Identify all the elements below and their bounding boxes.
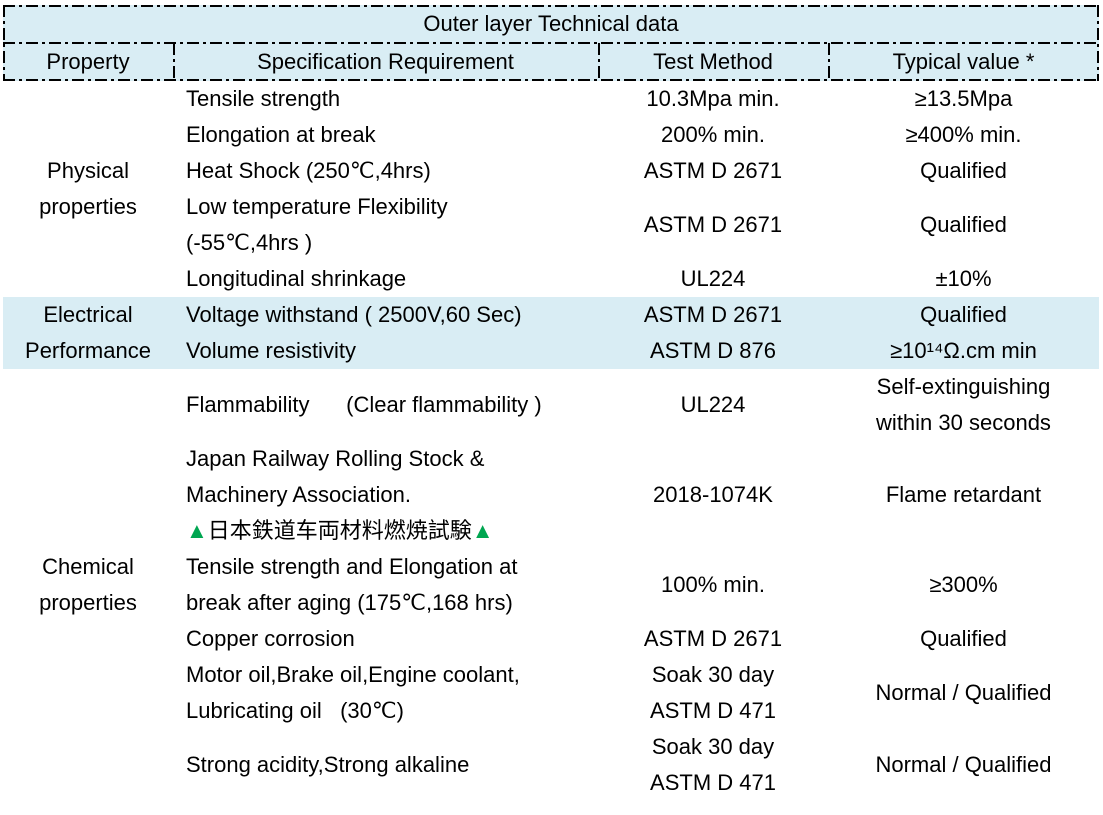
table-title-row: Outer layer Technical data — [3, 5, 1099, 43]
table-row: Low temperature Flexibility (-55℃,4hrs )… — [3, 189, 1099, 261]
typical-cell: Normal / Qualified — [875, 752, 1052, 777]
typical-cell: Flame retardant — [885, 482, 1042, 507]
method-cell: Soak 30 day ASTM D 471 — [650, 662, 776, 723]
table-header: Outer layer Technical data Property Spec… — [3, 5, 1099, 81]
table-row: Strong acidity,Strong alkaline Soak 30 d… — [3, 729, 1099, 801]
table-row: Heat Shock (250℃,4hrs) ASTM D 2671 Quali… — [3, 153, 1099, 189]
method-cell: 2018-1074K — [653, 482, 773, 507]
table-border-top — [3, 5, 1099, 7]
table-row: Chemical properties Flammability (Clear … — [3, 369, 1099, 615]
japanese-test-line: ▲日本鉄道车両材料燃焼試験▲ — [186, 513, 598, 549]
method-cell: 10.3Mpa min. — [646, 86, 780, 111]
spec-cell: Longitudinal shrinkage — [186, 266, 407, 291]
column-divider — [173, 43, 175, 81]
spec-cell: Strong acidity,Strong alkaline — [186, 752, 470, 777]
table-row: Japan Railway Rolling Stock & Machinery … — [3, 441, 1099, 549]
table-row: Tensile strength and Elongation at break… — [3, 549, 1099, 621]
column-header-row: Property Specification Requirement Test … — [3, 43, 1099, 81]
method-cell: UL224 — [680, 392, 746, 417]
typical-cell: Self-extinguishing within 30 seconds — [876, 374, 1051, 435]
method-cell: Soak 30 day ASTM D 471 — [650, 734, 776, 795]
group-label-physical: Physical properties — [39, 158, 137, 219]
table-body: Physical properties Tensile strength 10.… — [3, 81, 1099, 801]
typical-cell: Qualified — [828, 297, 1099, 333]
method-cell: ASTM D 2671 — [598, 297, 828, 333]
typical-cell: ≥300% — [929, 572, 998, 597]
method-cell: 200% min. — [661, 122, 765, 147]
table-title: Outer layer Technical data — [423, 11, 679, 36]
group-label-chemical: Chemical properties — [39, 554, 137, 615]
column-header-property: Property — [46, 49, 130, 74]
group-label-electrical: Electrical Performance — [3, 297, 173, 369]
table-row-highlighted: Volume resistivity ASTM D 876 ≥10¹⁴Ω.cm … — [3, 333, 1099, 369]
spec-cell: Copper corrosion — [186, 626, 355, 651]
typical-cell: Qualified — [920, 212, 1007, 237]
green-triangle-icon: ▲ — [471, 518, 494, 543]
table-row: Longitudinal shrinkage UL224 ±10% — [3, 261, 1099, 297]
spec-cell: Low temperature Flexibility (-55℃,4hrs ) — [186, 194, 448, 255]
table-border-left — [3, 5, 5, 81]
method-cell: 100% min. — [661, 572, 765, 597]
method-cell: ASTM D 2671 — [643, 626, 783, 651]
typical-cell: Normal / Qualified — [875, 680, 1052, 705]
spec-cell: Voltage withstand ( 2500V,60 Sec) — [173, 297, 598, 333]
table-row: Copper corrosion ASTM D 2671 Qualified — [3, 621, 1099, 657]
spec-cell: Volume resistivity — [173, 333, 598, 369]
table-border-right — [1097, 5, 1099, 81]
method-cell: ASTM D 876 — [598, 333, 828, 369]
typical-cell: ≥13.5Mpa — [914, 86, 1013, 111]
typical-cell: Qualified — [920, 158, 1007, 183]
typical-cell: ≥10¹⁴Ω.cm min — [828, 333, 1099, 369]
spec-cell: Tensile strength and Elongation at break… — [186, 554, 518, 615]
column-divider — [598, 43, 600, 81]
spec-cell: Tensile strength — [186, 86, 341, 111]
table-row-highlighted: Electrical Performance Voltage withstand… — [3, 297, 1099, 369]
table-row: Elongation at break 200% min. ≥400% min. — [3, 117, 1099, 153]
table-row: Physical properties Tensile strength 10.… — [3, 81, 1099, 219]
column-header-test-method: Test Method — [653, 49, 773, 74]
table-row: Motor oil,Brake oil,Engine coolant, Lubr… — [3, 657, 1099, 729]
table-border-middle — [3, 42, 1099, 44]
spec-cell: Japan Railway Rolling Stock & Machinery … — [173, 441, 598, 549]
japanese-text: 日本鉄道车両材料燃焼試験 — [207, 518, 472, 543]
spec-cell: Elongation at break — [186, 122, 376, 147]
typical-cell: Qualified — [920, 626, 1007, 651]
column-header-specification: Specification Requirement — [257, 49, 514, 74]
spec-cell: Heat Shock (250℃,4hrs) — [186, 158, 431, 183]
column-divider — [828, 43, 830, 81]
typical-cell: ±10% — [935, 266, 992, 291]
column-header-typical-value: Typical value * — [892, 49, 1035, 74]
spec-cell: Motor oil,Brake oil,Engine coolant, Lubr… — [186, 662, 520, 723]
table-border-bottom — [3, 79, 1099, 81]
method-cell: ASTM D 2671 — [643, 212, 783, 237]
method-cell: UL224 — [680, 266, 746, 291]
typical-cell: ≥400% min. — [905, 122, 1022, 147]
spec-cell: Flammability (Clear flammability ) — [186, 392, 542, 417]
method-cell: ASTM D 2671 — [643, 158, 783, 183]
green-triangle-icon: ▲ — [186, 518, 208, 543]
